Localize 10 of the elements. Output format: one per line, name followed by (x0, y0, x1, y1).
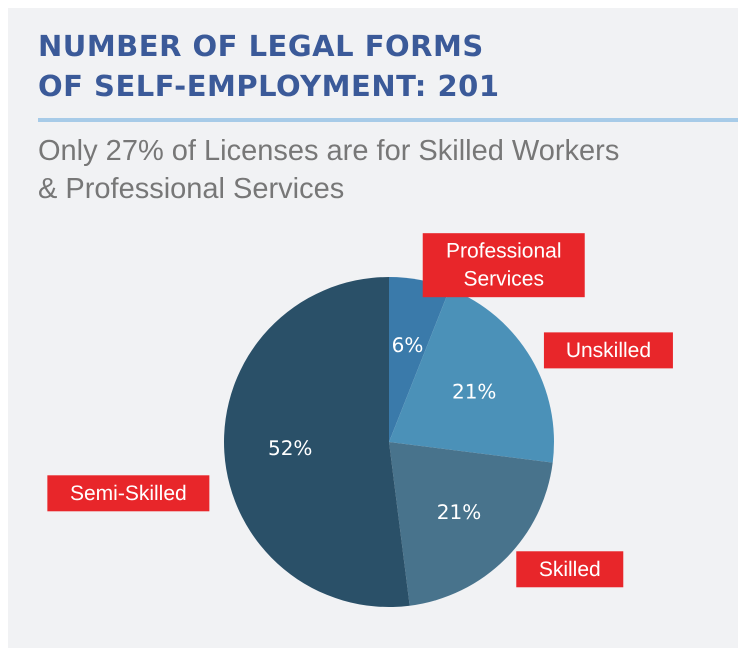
slice-label: Skilled (538, 558, 601, 581)
data-label: 6% (392, 332, 424, 357)
slice-label: Semi-Skilled (70, 482, 187, 505)
slice-label: Unskilled (566, 338, 652, 362)
chart-title: NUMBER OF LEGAL FORMS OF SELF-EMPLOYMENT: 201 (37, 28, 501, 105)
data-label: 21% (436, 500, 482, 524)
data-label: 21% (452, 380, 496, 404)
data-label: 52% (268, 436, 312, 460)
chart-subtitle: Only 27% of Licenses are for Skilled Workers & Professional Services (38, 134, 620, 207)
slice-label: Professional Services (446, 240, 562, 291)
